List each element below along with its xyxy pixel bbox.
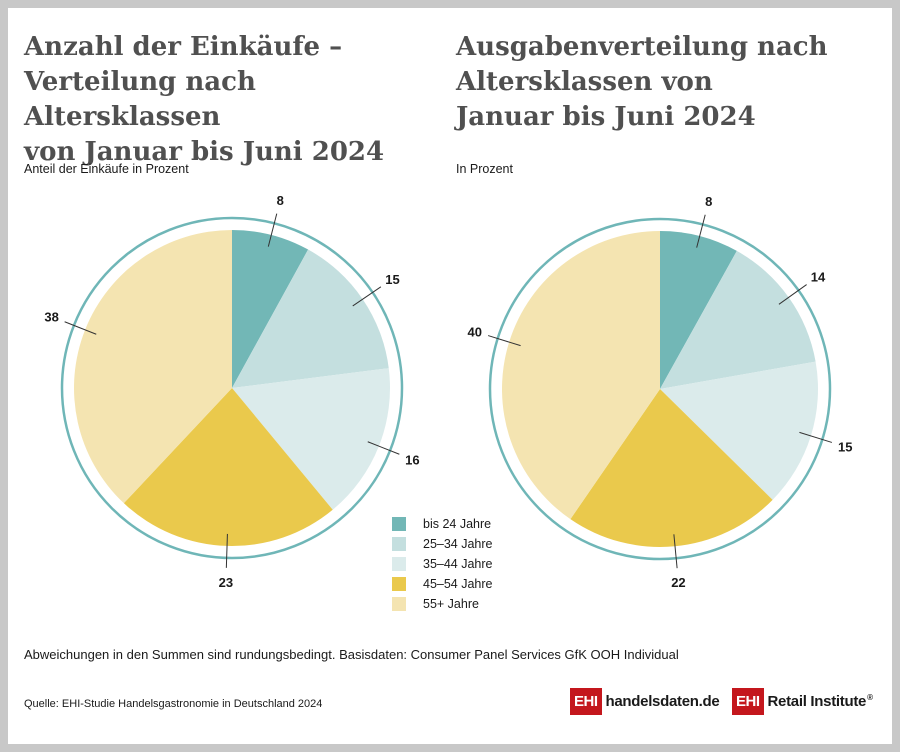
pie-leader-line [352,286,382,307]
retail-institute-logo-text: Retail Institute® [768,693,873,710]
pie-chart-spending: 8 14 15 22 40 [468,194,853,590]
pie-leader-line [487,335,521,347]
chart-subtitle-left: Anteil der Einkäufe in Prozent [24,162,189,176]
pie-outer-ring [60,216,404,560]
source-note: Quelle: EHI-Studie Handelsgastronomie in… [24,698,323,710]
chart-subtitle-right: In Prozent [456,162,513,176]
pie-slice [232,230,309,388]
title-line: Altersklassen von [456,67,713,97]
pie-chart-purchases: 8 15 16 23 38 [44,193,419,590]
handelsdaten-logo[interactable]: EHI handelsdaten.de [570,688,720,715]
pie-slice [232,368,390,510]
pie-data-label: 14 [811,269,826,284]
footnote: Abweichungen in den Summen sind rundungs… [24,647,679,662]
pie-leader-line [799,431,833,443]
pie-slice [570,389,773,548]
chart-title-right: Ausgabenverteilung nach Altersklassen vo… [456,30,876,135]
legend-item: 35–44 Jahre [392,554,493,574]
legend-item: 55+ Jahre [392,594,493,614]
pie-leader-line [64,321,97,335]
title-line: von Januar bis Juni 2024 [24,137,385,167]
pie-leader-line [225,533,228,568]
title-line: Verteilung nach Altersklassen [24,67,256,132]
pie-data-label: 15 [385,272,399,287]
pie-leader-line [696,214,706,248]
pie-outer-ring [488,217,832,561]
ehi-logo-mark: EHI [732,688,764,715]
pie-leader-line [267,213,278,247]
pie-data-label: 38 [44,310,58,325]
pie-data-label: 15 [838,440,852,455]
chart-title-left: Anzahl der Einkäufe – Verteilung nach Al… [24,30,444,170]
pie-data-label: 8 [277,193,284,208]
title-line: Ausgabenverteilung nach [456,32,828,62]
legend-label: 35–44 Jahre [423,557,493,571]
pie-slice [232,249,389,388]
legend-swatch [392,517,406,531]
pie-data-label: 22 [671,575,685,590]
registered-mark: ® [867,693,873,702]
legend-item: bis 24 Jahre [392,514,493,534]
legend-swatch [392,577,406,591]
legend-swatch [392,537,406,551]
pie-slice [660,250,816,389]
legend-swatch [392,557,406,571]
legend-label: 25–34 Jahre [423,537,493,551]
pie-slice [74,230,232,504]
handelsdaten-logo-text: handelsdaten.de [605,693,720,710]
legend-swatch [392,597,406,611]
legend-label: 45–54 Jahre [423,577,493,591]
legend-item: 25–34 Jahre [392,534,493,554]
legend: bis 24 Jahre 25–34 Jahre 35–44 Jahre 45–… [392,514,493,614]
legend-item: 45–54 Jahre [392,574,493,594]
pie-data-label: 8 [705,194,712,209]
pie-leader-line [778,284,807,305]
pie-slice [501,231,660,520]
pie-data-label: 23 [219,575,233,590]
pie-leader-line [673,534,678,569]
title-line: Anzahl der Einkäufe – [24,32,343,62]
legend-label: 55+ Jahre [423,597,479,611]
pie-slice [660,361,818,500]
title-line: Januar bis Juni 2024 [456,102,756,132]
ehi-retail-institute-logo[interactable]: EHI Retail Institute® [732,688,873,715]
pie-data-label: 40 [468,324,482,339]
pie-slice [123,388,333,547]
retail-institute-text: Retail Institute [767,693,867,710]
pie-leader-line [367,441,400,455]
pie-slice [660,231,737,389]
pie-data-label: 16 [405,452,419,467]
ehi-logo-mark: EHI [570,688,602,715]
legend-label: bis 24 Jahre [423,517,492,531]
